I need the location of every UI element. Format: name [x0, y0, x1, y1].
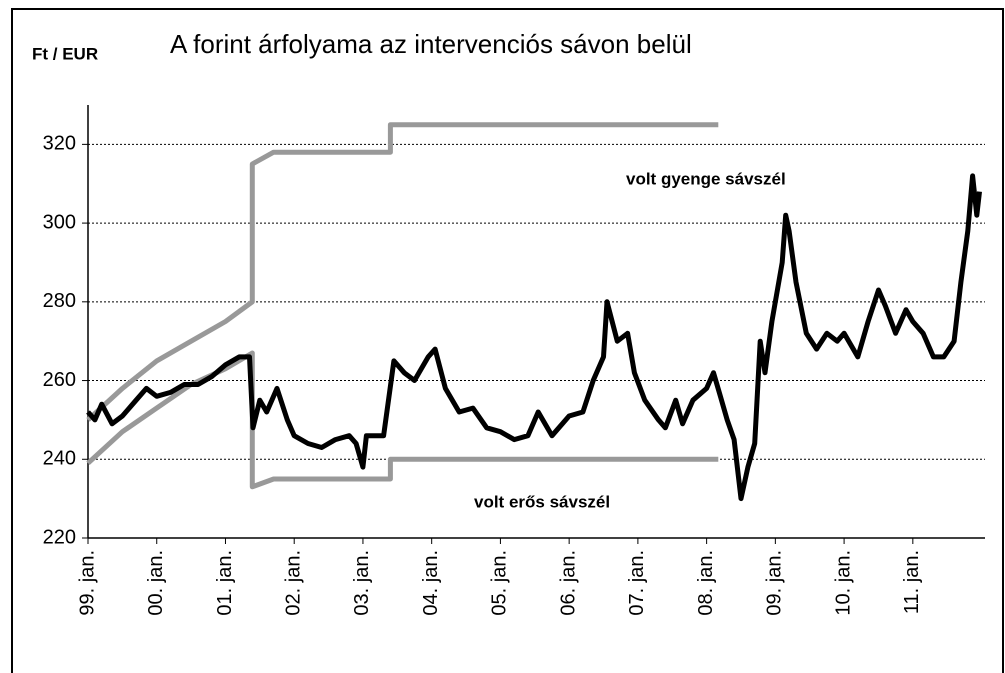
x-tick-label: 04. jan.	[420, 550, 442, 616]
x-tick-label: 05. jan.	[489, 550, 511, 616]
y-tick-label: 220	[43, 526, 76, 548]
series-line	[86, 173, 982, 502]
x-tick-label: 01. jan.	[214, 550, 236, 616]
y-tick-label: 240	[43, 448, 76, 470]
x-tick-label: 02. jan.	[282, 550, 304, 616]
y-axis-label: Ft / EUR	[32, 44, 98, 63]
x-tick-label: 09. jan.	[764, 550, 786, 616]
x-tick-label: 03. jan.	[351, 550, 373, 616]
y-tick-label: 280	[43, 290, 76, 312]
x-tick-label: 10. jan.	[832, 550, 854, 616]
x-tick-label: 00. jan.	[145, 550, 167, 616]
y-tick-label: 320	[43, 133, 76, 155]
x-tick-label: 06. jan.	[557, 550, 579, 616]
series-line	[86, 350, 719, 490]
chart-title: A forint árfolyama az intervenciós sávon…	[170, 29, 692, 59]
x-tick-label: 99. jan.	[76, 550, 98, 616]
series-line	[86, 122, 719, 422]
annotation: volt erős sávszél	[474, 492, 610, 511]
annotation: volt gyenge sávszél	[626, 169, 786, 188]
y-tick-label: 260	[43, 369, 76, 391]
y-tick-label: 300	[43, 211, 76, 233]
x-tick-label: 11. jan.	[901, 550, 923, 614]
x-tick-label: 08. jan.	[695, 550, 717, 616]
frame	[11, 8, 1004, 673]
x-tick-label: 07. jan.	[626, 550, 648, 616]
